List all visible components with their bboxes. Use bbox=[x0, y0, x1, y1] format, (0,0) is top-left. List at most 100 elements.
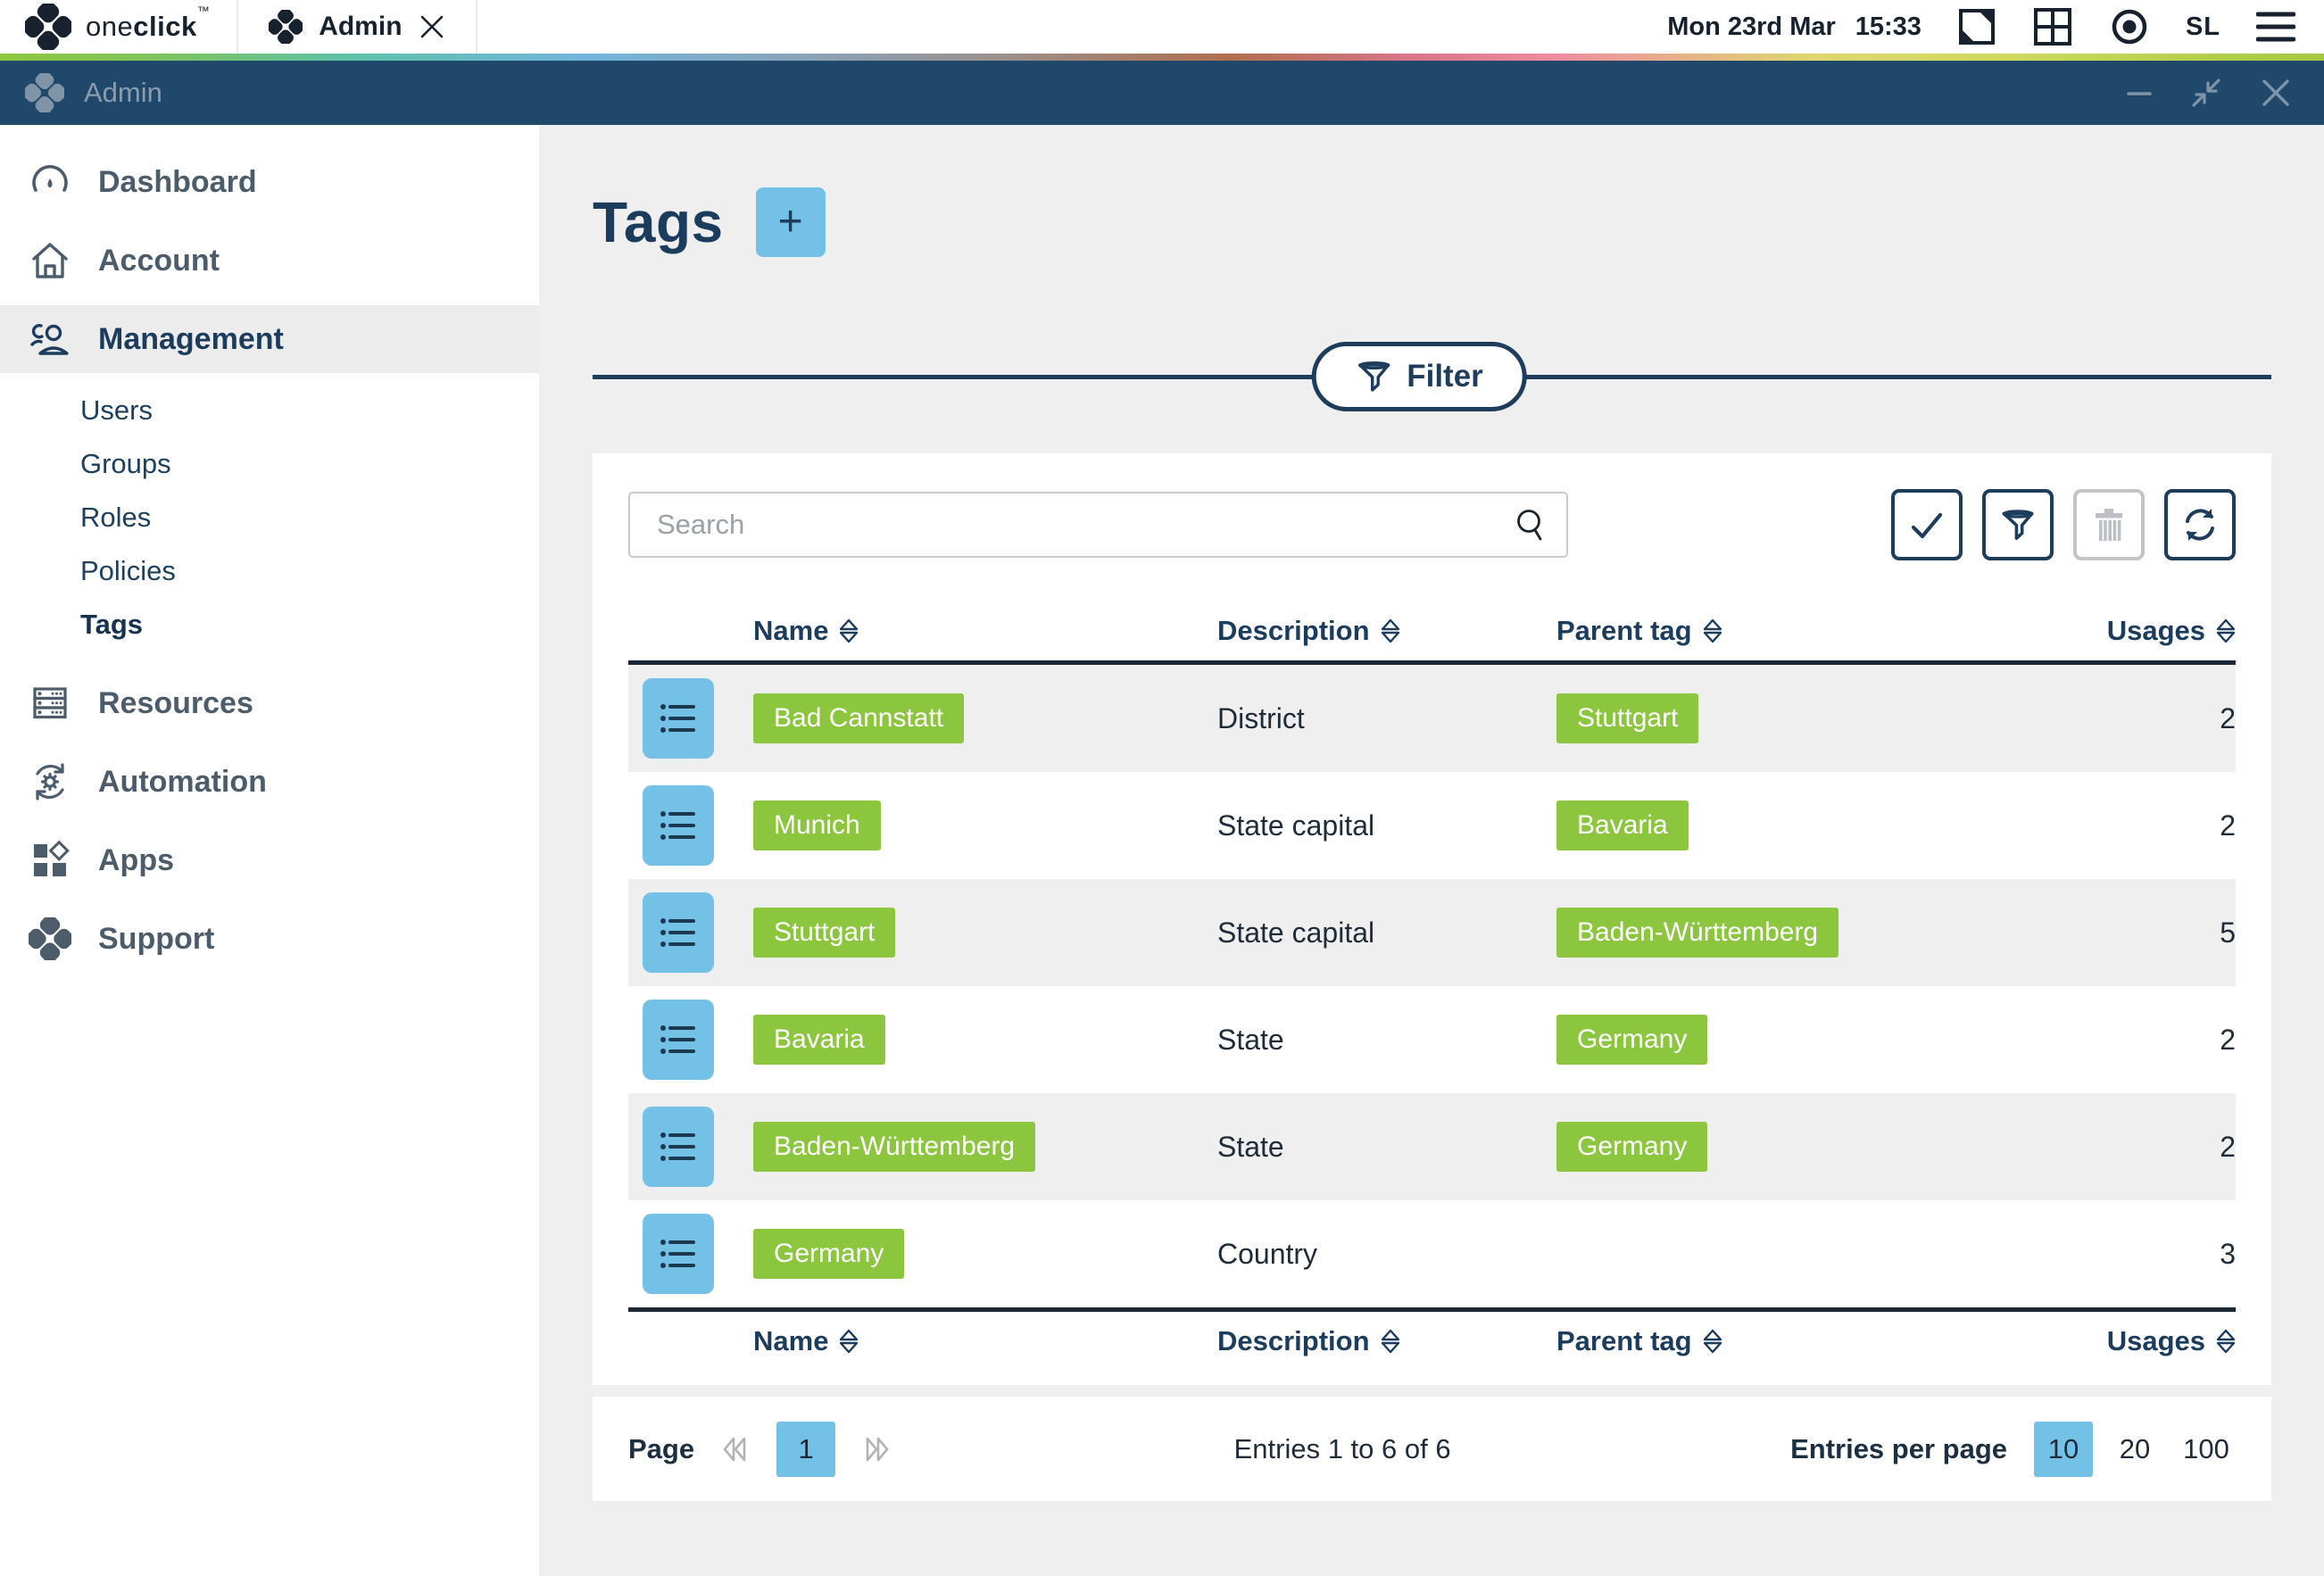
page-label: Page bbox=[628, 1432, 695, 1464]
rainbow-divider bbox=[0, 54, 2324, 61]
home-icon bbox=[32, 243, 68, 278]
list-icon bbox=[660, 1132, 695, 1161]
pagination-bar: Page 1 Entries 1 to 6 of 6 Entries per p… bbox=[593, 1397, 2271, 1501]
minimize-icon[interactable] bbox=[2124, 78, 2154, 108]
record-icon[interactable] bbox=[2109, 6, 2150, 47]
table-row: Munich State capital Bavaria 2 bbox=[628, 772, 2236, 879]
per-page-option-20[interactable]: 20 bbox=[2119, 1432, 2151, 1464]
tag-name-badge[interactable]: Baden-Württemberg bbox=[753, 1122, 1036, 1172]
filter-button-label: Filter bbox=[1407, 359, 1483, 394]
confirm-button[interactable] bbox=[1891, 489, 1963, 560]
per-page-option-100[interactable]: 100 bbox=[2183, 1432, 2229, 1464]
column-header-description[interactable]: Description bbox=[1217, 615, 1556, 647]
row-details-button[interactable] bbox=[643, 892, 714, 973]
parent-tag-badge[interactable]: Bavaria bbox=[1556, 800, 1689, 850]
table-header: Name Description Parent tag bbox=[628, 601, 2236, 660]
list-icon bbox=[660, 811, 695, 840]
tag-usages-count: 2 bbox=[2220, 809, 2236, 842]
row-details-button[interactable] bbox=[643, 1214, 714, 1294]
refresh-button[interactable] bbox=[2164, 489, 2236, 560]
hamburger-menu-icon[interactable] bbox=[2256, 11, 2295, 43]
row-details-button[interactable] bbox=[643, 678, 714, 759]
sort-icon bbox=[1703, 618, 1722, 643]
funnel-icon bbox=[1357, 361, 1390, 392]
window-diamond-icon bbox=[25, 73, 64, 112]
row-details-button[interactable] bbox=[643, 1000, 714, 1080]
filter-button[interactable]: Filter bbox=[1311, 342, 1527, 411]
tag-name-badge[interactable]: Germany bbox=[753, 1229, 905, 1279]
user-initials[interactable]: SL bbox=[2185, 12, 2220, 41]
tab-admin[interactable]: Admin bbox=[238, 0, 477, 54]
filter-results-button[interactable] bbox=[1982, 489, 2054, 560]
tag-name-badge[interactable]: Bavaria bbox=[753, 1015, 885, 1065]
sidebar-item-management[interactable]: Management bbox=[0, 305, 539, 373]
column-footer-description[interactable]: Description bbox=[1217, 1325, 1556, 1357]
sidebar-item-tags[interactable]: Tags bbox=[80, 609, 144, 640]
column-footer-name[interactable]: Name bbox=[753, 1325, 1217, 1357]
sidebar: Dashboard Account Managem bbox=[0, 125, 539, 1576]
sidebar-item-apps[interactable]: Apps bbox=[0, 826, 539, 894]
sort-icon bbox=[1703, 1329, 1722, 1354]
sidebar-item-groups[interactable]: Groups bbox=[80, 448, 171, 479]
restore-icon[interactable] bbox=[2188, 75, 2224, 111]
search-icon[interactable] bbox=[1513, 507, 1548, 543]
per-page-option-10[interactable]: 10 bbox=[2034, 1421, 2093, 1477]
users-icon bbox=[30, 324, 69, 355]
top-bar: oneclick™ Admin Mon 23rd Mar 15:33 bbox=[0, 0, 2324, 54]
sidebar-item-policies[interactable]: Policies bbox=[80, 555, 176, 586]
add-tag-button[interactable]: + bbox=[755, 187, 826, 257]
window-close-icon[interactable] bbox=[2258, 75, 2294, 111]
parent-tag-badge[interactable]: Baden-Württemberg bbox=[1556, 908, 1839, 958]
list-icon bbox=[660, 1025, 695, 1054]
page-title: Tags bbox=[593, 190, 724, 254]
table-row: Stuttgart State capital Baden-Württember… bbox=[628, 879, 2236, 986]
table-row: Germany Country 3 bbox=[628, 1200, 2236, 1307]
sidebar-item-resources[interactable]: Resources bbox=[0, 669, 539, 737]
first-page-icon[interactable] bbox=[718, 1431, 753, 1467]
sidebar-item-dashboard[interactable]: Dashboard bbox=[0, 148, 539, 216]
column-footer-usages[interactable]: Usages bbox=[2056, 1325, 2236, 1357]
parent-tag-badge[interactable]: Germany bbox=[1556, 1015, 1708, 1065]
tag-name-badge[interactable]: Stuttgart bbox=[753, 908, 896, 958]
sidebar-item-support[interactable]: Support bbox=[0, 905, 539, 973]
footer-rule bbox=[628, 1307, 2236, 1312]
tags-table-card: Name Description Parent tag bbox=[593, 453, 2271, 1385]
column-header-name[interactable]: Name bbox=[753, 615, 1217, 647]
parent-tag-badge[interactable]: Germany bbox=[1556, 1122, 1708, 1172]
column-footer-parent-tag[interactable]: Parent tag bbox=[1556, 1325, 2056, 1357]
window-title: Admin bbox=[84, 77, 162, 108]
sidebar-item-users[interactable]: Users bbox=[80, 394, 153, 426]
tag-name-badge[interactable]: Bad Cannstatt bbox=[753, 693, 965, 743]
sidebar-item-automation[interactable]: Automation bbox=[0, 748, 539, 816]
support-diamond-icon bbox=[29, 917, 71, 960]
tag-description: Country bbox=[1217, 1237, 1318, 1270]
search-box bbox=[628, 492, 1568, 558]
list-icon bbox=[660, 1240, 695, 1268]
row-details-button[interactable] bbox=[643, 1107, 714, 1187]
last-page-icon[interactable] bbox=[859, 1431, 894, 1467]
grid-layout-icon[interactable] bbox=[2032, 6, 2073, 47]
search-input[interactable] bbox=[628, 492, 1568, 558]
tab-close-icon[interactable] bbox=[419, 13, 445, 40]
sidebar-item-roles[interactable]: Roles bbox=[80, 502, 152, 533]
table-row: Bavaria State Germany 2 bbox=[628, 986, 2236, 1093]
tag-name-badge[interactable]: Munich bbox=[753, 800, 881, 850]
column-header-usages[interactable]: Usages bbox=[2056, 615, 2236, 647]
column-header-parent-tag[interactable]: Parent tag bbox=[1556, 615, 2056, 647]
table-row: Baden-Württemberg State Germany 2 bbox=[628, 1093, 2236, 1200]
sidebar-item-account[interactable]: Account bbox=[0, 227, 539, 294]
delete-button[interactable] bbox=[2073, 489, 2145, 560]
tag-usages-count: 5 bbox=[2220, 916, 2236, 949]
table-body: Bad Cannstatt District Stuttgart 2 Munic… bbox=[628, 665, 2236, 1307]
parent-tag-badge[interactable]: Stuttgart bbox=[1556, 693, 1699, 743]
tab-diamond-icon bbox=[269, 10, 303, 44]
fullscreen-icon[interactable] bbox=[1957, 7, 1996, 46]
plus-icon: + bbox=[777, 198, 803, 245]
topbar-spacer bbox=[477, 0, 1668, 54]
row-details-button[interactable] bbox=[643, 785, 714, 866]
sort-icon bbox=[840, 618, 859, 643]
current-page[interactable]: 1 bbox=[776, 1421, 836, 1477]
datetime: Mon 23rd Mar 15:33 bbox=[1667, 12, 1921, 42]
tag-description: State bbox=[1217, 1130, 1284, 1163]
sort-icon bbox=[2216, 1329, 2236, 1354]
